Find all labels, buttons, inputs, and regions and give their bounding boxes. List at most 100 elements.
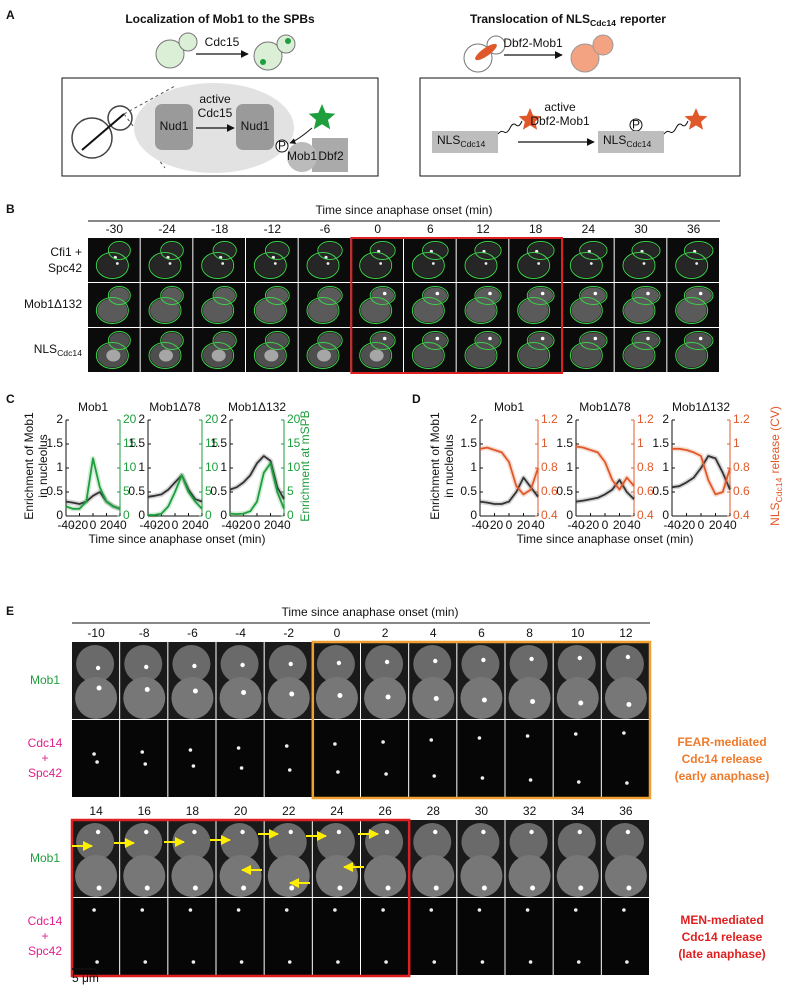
protein-label-part: NLS: [437, 133, 460, 147]
spb-spot: [433, 658, 438, 664]
cell-outline: [631, 331, 661, 350]
micrograph: [168, 720, 216, 797]
spb-spot: [578, 700, 584, 706]
y-tick-label: 1: [220, 460, 227, 474]
time-label: 30: [475, 804, 489, 818]
y2-axis-label-part: release (CV): [768, 406, 782, 473]
scale-bar-label: 5 μm: [72, 971, 99, 985]
cell-body: [604, 677, 647, 719]
arrow-label: Cdc15: [198, 106, 233, 120]
spb-spot: [593, 336, 598, 341]
cell-body: [109, 287, 130, 304]
cell-outline: [306, 297, 340, 324]
y-tick-label: 0.5: [460, 484, 477, 498]
time-label: 20: [234, 804, 248, 818]
x-tick-label: -20: [582, 518, 600, 532]
protein-label: NLSCdc14: [437, 133, 485, 149]
spb-spot: [168, 262, 172, 265]
y2-tick-label: 15: [205, 436, 219, 450]
y-axis-label: in nucleolus: [36, 434, 50, 497]
cell-body: [315, 855, 358, 897]
y-tick-label: 2: [138, 412, 145, 426]
y-tick-label: 1: [470, 460, 477, 474]
cell-body: [633, 287, 659, 304]
cell-outline: [526, 286, 555, 305]
cell-body: [266, 287, 289, 304]
cell-outline: [622, 297, 656, 324]
cell-outline: [359, 342, 393, 369]
spb-dot: [285, 38, 291, 44]
cell-body: [528, 332, 554, 349]
spb-spot: [481, 885, 487, 891]
x-tick-label: 40: [195, 518, 209, 532]
annotation: (early anaphase): [675, 769, 770, 783]
chart-title: Mob1: [78, 400, 108, 414]
y-tick-label: 0: [220, 508, 227, 522]
nucleolar-signal: [264, 349, 279, 362]
cell-outline: [201, 252, 235, 279]
cell-outline: [359, 252, 393, 279]
spb-spot: [144, 829, 149, 835]
spb-spot: [384, 960, 388, 964]
spb-spot: [577, 829, 582, 835]
cell-outline: [569, 252, 603, 279]
cell-body: [509, 645, 548, 683]
cell-body: [267, 677, 310, 719]
cell-body: [266, 242, 289, 259]
cell-body: [220, 823, 259, 861]
y2-tick-label: 0.4: [637, 508, 654, 522]
spb-spot: [626, 885, 632, 891]
time-label: 12: [476, 222, 490, 236]
arrow-label: active: [544, 100, 576, 114]
cell-body: [528, 287, 554, 304]
cell-outline: [264, 286, 290, 305]
highlight-box: [311, 640, 652, 800]
diagram-title: Localization of Mob1 to the SPBs: [125, 12, 315, 26]
spb-spot: [488, 336, 492, 341]
protein-label: Mob1: [287, 149, 317, 163]
cell-body: [461, 823, 500, 861]
spb-spot: [289, 691, 295, 697]
cell-body: [318, 332, 342, 349]
bud-icon: [592, 34, 614, 56]
spb-spot: [326, 262, 330, 265]
cell-body: [423, 287, 448, 304]
linker: [663, 120, 689, 135]
x-tick-label: 20: [182, 518, 196, 532]
series-line: [479, 476, 539, 505]
cell-body: [371, 242, 395, 259]
time-label: 10: [571, 626, 585, 640]
time-label: -2: [283, 626, 294, 640]
spb-spot: [477, 908, 482, 912]
y-tick-label: 0.5: [556, 484, 573, 498]
cell-body: [508, 677, 551, 719]
series-band: [575, 443, 636, 493]
spb-spot: [384, 772, 388, 776]
spb-spot: [625, 829, 631, 835]
mob1-circle: [287, 142, 317, 172]
time-label: 0: [374, 222, 381, 236]
cell-body: [412, 677, 455, 719]
spb-spot: [480, 960, 485, 964]
cell-body: [556, 855, 599, 897]
cell-outline: [201, 297, 235, 324]
row-label: +: [41, 751, 48, 765]
cell-outline: [264, 241, 290, 260]
spb-spot: [642, 262, 646, 265]
cell-body: [315, 677, 358, 719]
x-axis-label: Time since anaphase onset (min): [517, 532, 694, 546]
nud1-box: [155, 104, 193, 150]
y2-axis-label: NLSCdc14 release (CV): [768, 406, 784, 526]
time-label: 28: [427, 804, 441, 818]
bud-outline: [107, 105, 133, 131]
diagram-title-part: Translocation of NLS: [470, 12, 590, 26]
cell-body: [219, 677, 262, 719]
spb-spot: [576, 780, 581, 784]
cell-body: [557, 823, 596, 861]
time-label: 8: [526, 626, 533, 640]
cell-body: [371, 332, 395, 349]
spb-spot: [381, 908, 385, 912]
cell-body: [633, 242, 659, 259]
spb-spot: [144, 664, 149, 670]
